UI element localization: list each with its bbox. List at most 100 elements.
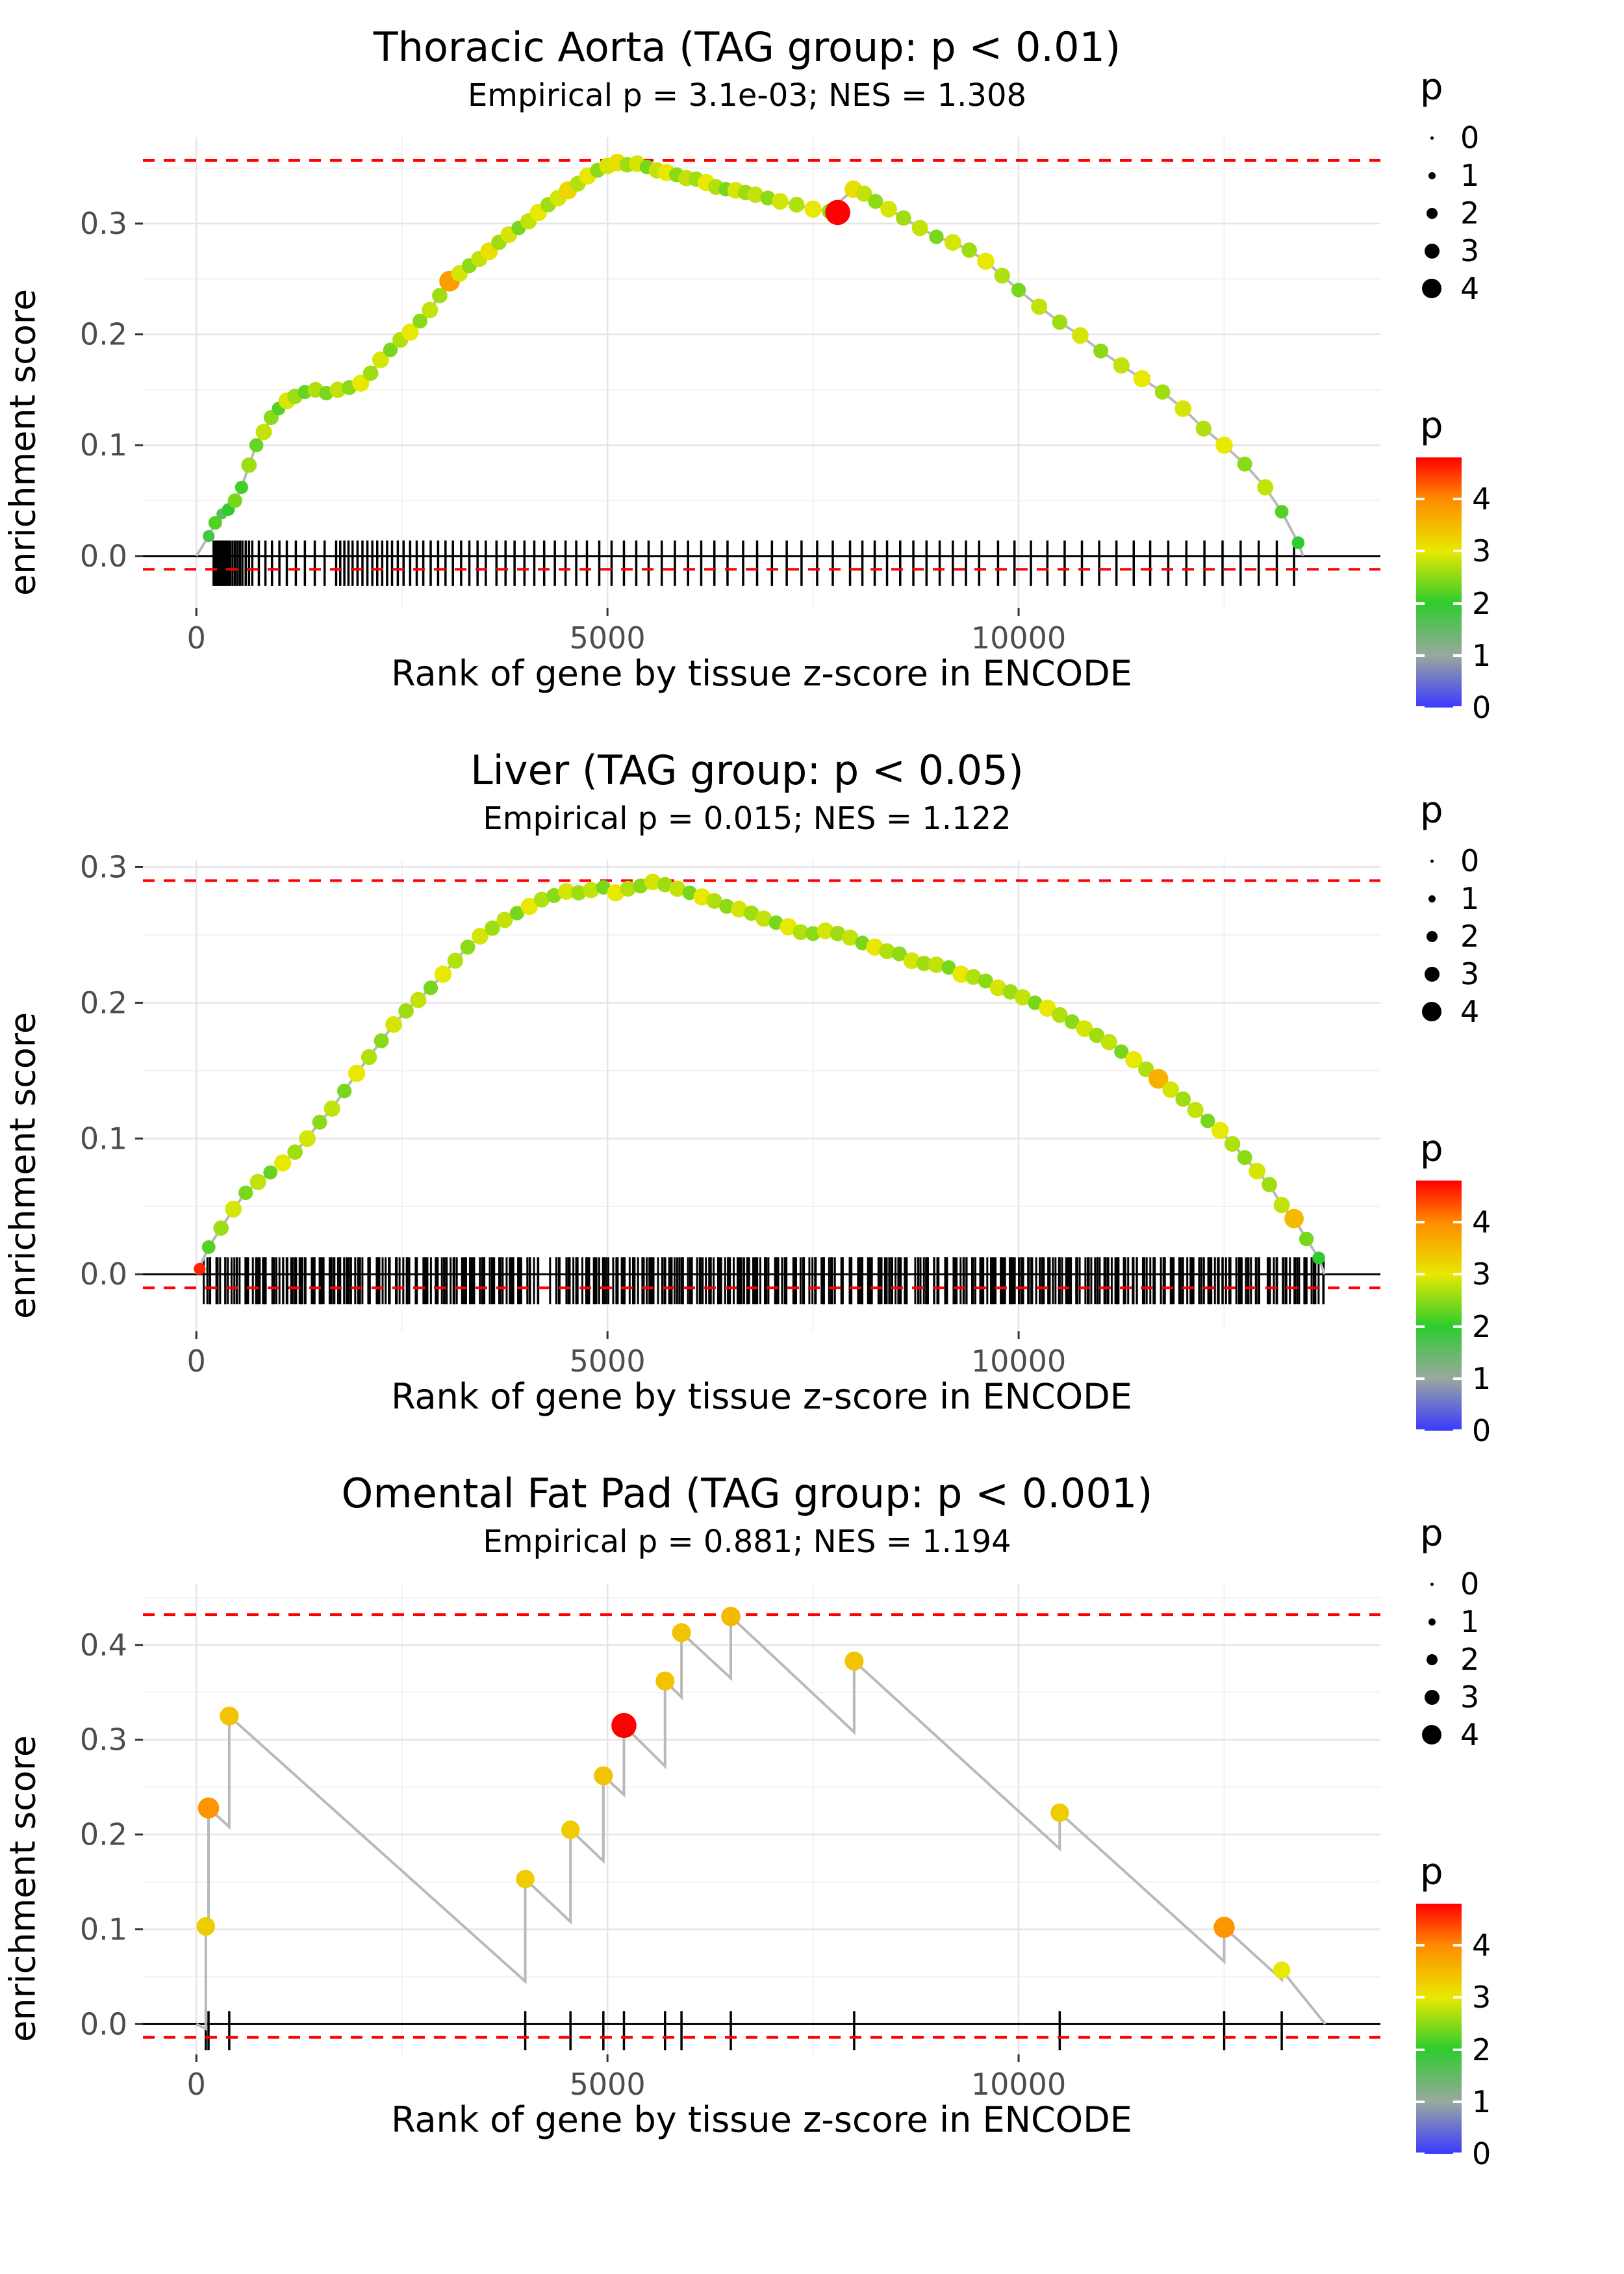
- size-legend-title: p: [1420, 789, 1443, 832]
- size-legend-label: 3: [1460, 1680, 1480, 1715]
- color-legend: 4 3 2 1 0: [1416, 1904, 1491, 2171]
- chart-subtitle: Empirical p = 0.881; NES = 1.194: [483, 1524, 1011, 1560]
- size-legend-dot-icon: [1428, 895, 1436, 902]
- size-legend-dot-icon: [1428, 1618, 1436, 1626]
- color-legend-tick: [1416, 1429, 1425, 1432]
- color-legend-tick: [1453, 1429, 1462, 1432]
- color-legend-gradient-bar: [1416, 457, 1462, 708]
- color-legend-label: 2: [1472, 585, 1491, 621]
- color-legend-label: 2: [1472, 1309, 1491, 1344]
- size-legend-dot-icon: [1430, 136, 1434, 140]
- svg-text:0.1: 0.1: [80, 428, 127, 463]
- color-legend-label: 4: [1472, 481, 1491, 517]
- size-legend-title: p: [1420, 1513, 1443, 1555]
- svg-text:10000: 10000: [971, 1344, 1066, 1379]
- size-legend-dot-icon: [1430, 859, 1434, 863]
- svg-text:Rank of gene by tissue z-score: Rank of gene by tissue z-score in ENCODE: [391, 2099, 1132, 2140]
- color-legend-tick: [1453, 1996, 1462, 1999]
- size-legend-entry: 3: [1416, 955, 1611, 993]
- svg-text:0.1: 0.1: [80, 1911, 127, 1947]
- size-legend-label: 3: [1460, 233, 1480, 268]
- svg-text:0.0: 0.0: [80, 2006, 127, 2041]
- color-legend-label: 4: [1472, 1928, 1491, 1963]
- size-legend-label: 3: [1460, 956, 1480, 991]
- color-legend-tick: [1416, 706, 1425, 709]
- color-legend-label: 2: [1472, 2032, 1491, 2067]
- color-legend-tick: [1453, 1273, 1462, 1276]
- size-legend-dot-icon: [1422, 279, 1441, 298]
- size-legend-entry: 0: [1416, 842, 1611, 880]
- color-legend-label: 1: [1472, 2084, 1491, 2119]
- chart-subtitle: Empirical p = 3.1e-03; NES = 1.308: [467, 77, 1027, 114]
- size-legend-entry: 1: [1416, 157, 1611, 194]
- color-legend-tick: [1453, 654, 1462, 657]
- enrichment-plot: 0 5000 10000 0.0 0.1 0.2 0.3 Rank of gene by ti…: [80, 849, 1380, 1417]
- size-legend-dot-icon: [1428, 172, 1436, 179]
- svg-text:Rank of gene by tissue z-score: Rank of gene by tissue z-score in ENCODE: [391, 1376, 1132, 1417]
- color-legend-label: 3: [1472, 533, 1491, 569]
- chart-title: Omental Fat Pad (TAG group: p < 0.001): [341, 1470, 1153, 1517]
- svg-text:0.2: 0.2: [80, 317, 127, 352]
- size-legend-label: 2: [1460, 196, 1480, 231]
- color-legend-gradient-bar: [1416, 1904, 1462, 2154]
- panel-liver: Liver (TAG group: p < 0.05) Empirical p …: [0, 735, 1624, 1448]
- enrichment-plot: 0 5000 10000 0.0 0.1 0.2 0.3 0.4 Rank of gene by…: [80, 1583, 1380, 2140]
- color-legend-label: 0: [1472, 2136, 1491, 2171]
- color-legend-label: 3: [1472, 1257, 1491, 1292]
- size-legend-dot-icon: [1430, 1582, 1434, 1586]
- color-legend-tick: [1453, 498, 1462, 501]
- color-legend: 4 3 2 1 0: [1416, 1181, 1491, 1448]
- size-legend-dot-icon: [1422, 1725, 1441, 1744]
- panel-thoracic-aorta: Thoracic Aorta (TAG group: p < 0.01) Emp…: [0, 12, 1624, 724]
- size-legend-label: 4: [1460, 994, 1480, 1029]
- size-legend-label: 1: [1460, 1604, 1480, 1639]
- color-legend-tick: [1416, 2048, 1425, 2051]
- size-legend-dot-icon: [1426, 207, 1438, 219]
- size-legend-label: 1: [1460, 158, 1480, 193]
- size-legend-dot-icon: [1426, 1654, 1438, 1665]
- color-legend-tick: [1453, 2048, 1462, 2051]
- color-legend-tick: [1416, 2153, 1425, 2155]
- color-legend-tick: [1416, 1221, 1425, 1224]
- color-legend: 4 3 2 1 0: [1416, 457, 1491, 724]
- color-legend-tick: [1453, 1221, 1462, 1224]
- color-legend-label: 3: [1472, 1980, 1491, 2015]
- svg-text:10000: 10000: [971, 2067, 1066, 2102]
- color-legend-title: p: [1420, 405, 1443, 447]
- svg-text:0: 0: [187, 620, 206, 656]
- size-legend-entry: 1: [1416, 880, 1611, 917]
- y-axis-label: enrichment score: [2, 1012, 44, 1320]
- size-legend-title: p: [1420, 66, 1443, 109]
- size-legend-label: 0: [1460, 843, 1480, 878]
- svg-text:0.3: 0.3: [80, 206, 127, 241]
- size-legend-entry: 0: [1416, 119, 1611, 157]
- size-legend-label: 0: [1460, 120, 1480, 155]
- size-legend-dot-icon: [1426, 930, 1438, 942]
- svg-text:0.2: 0.2: [80, 1817, 127, 1852]
- color-legend-tick: [1453, 1944, 1462, 1947]
- color-legend-tick: [1453, 706, 1462, 709]
- size-legend-dot-icon: [1422, 1002, 1441, 1021]
- svg-text:0.2: 0.2: [80, 985, 127, 1020]
- svg-text:0.1: 0.1: [80, 1121, 127, 1156]
- svg-text:0.3: 0.3: [80, 849, 127, 884]
- color-legend-tick: [1453, 2100, 1462, 2103]
- size-legend-label: 2: [1460, 919, 1480, 954]
- size-legend-entry: 2: [1416, 194, 1611, 232]
- panel-thoracic-aorta-chart-area: Thoracic Aorta (TAG group: p < 0.01) Emp…: [0, 12, 1397, 708]
- size-legend-entry: 0: [1416, 1565, 1611, 1603]
- svg-text:0.0: 0.0: [80, 1257, 127, 1292]
- color-legend-label: 0: [1472, 1413, 1491, 1448]
- svg-text:5000: 5000: [570, 620, 646, 656]
- size-legend-entry: 4: [1416, 1716, 1611, 1754]
- size-legend-entry: 3: [1416, 232, 1611, 270]
- size-legend-label: 1: [1460, 881, 1480, 916]
- svg-text:10000: 10000: [971, 620, 1066, 656]
- color-legend-tick: [1416, 602, 1425, 605]
- gsea-report-page: Thoracic Aorta (TAG group: p < 0.01) Emp…: [0, 12, 1624, 2171]
- color-legend-label: 1: [1472, 1361, 1491, 1396]
- size-legend-label: 0: [1460, 1566, 1480, 1602]
